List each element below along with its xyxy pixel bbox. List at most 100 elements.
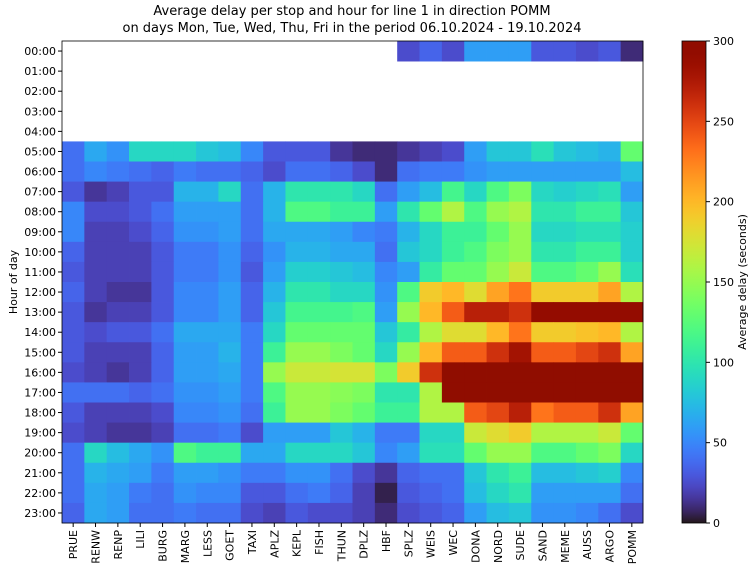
heatmap-cell <box>397 41 420 62</box>
heatmap-cell <box>307 261 331 283</box>
heatmap-cell <box>129 362 152 383</box>
heatmap-cell <box>598 482 622 504</box>
y-tick-label: 04:00 <box>24 125 56 138</box>
heatmap-cell <box>352 402 376 423</box>
heatmap-cell <box>62 382 85 403</box>
heatmap-cell <box>129 221 152 243</box>
heatmap-cell <box>531 502 555 524</box>
heatmap-cell <box>598 181 622 203</box>
heatmap-cell <box>531 462 555 484</box>
heatmap-cell <box>106 221 130 243</box>
heatmap-cell <box>240 221 264 243</box>
y-tick-label: 13:00 <box>24 306 56 319</box>
heatmap-cell <box>285 201 309 223</box>
heatmap-cell <box>173 141 197 162</box>
heatmap-cell <box>84 282 108 303</box>
heatmap-cell <box>464 342 487 363</box>
heatmap-cell <box>106 422 130 444</box>
heatmap-cell <box>129 241 152 263</box>
x-tick-label: GOET <box>224 530 237 561</box>
heatmap-cell <box>352 161 376 182</box>
heatmap-cell <box>419 322 443 343</box>
heatmap-cell <box>285 302 309 323</box>
heatmap-cell <box>553 181 577 203</box>
colorbar-tick-label: 250 <box>713 115 734 128</box>
heatmap-cell <box>263 161 286 182</box>
heatmap-cell <box>129 261 152 283</box>
heatmap-cell <box>575 442 599 464</box>
heatmap-cell <box>620 181 644 203</box>
heatmap-cell <box>374 141 398 162</box>
heatmap-cell <box>196 342 219 363</box>
heatmap-cell <box>240 201 264 223</box>
heatmap-cell <box>173 261 197 283</box>
heatmap-cell <box>307 482 331 504</box>
heatmap-cell <box>419 181 443 203</box>
heatmap-cell <box>106 502 130 524</box>
y-tick-label: 07:00 <box>24 186 56 199</box>
heatmap-cell <box>553 141 577 162</box>
heatmap-cell <box>240 181 264 203</box>
heatmap-cell <box>620 41 644 62</box>
chart-title: Average delay per stop and hour for line… <box>153 4 550 19</box>
heatmap-cell <box>84 422 108 444</box>
heatmap-cell <box>419 362 443 383</box>
x-tick-label: LESS <box>201 530 214 557</box>
x-tick-label: FISH <box>313 530 326 555</box>
heatmap-cell <box>553 502 577 524</box>
heatmap-cell <box>285 382 309 403</box>
heatmap-cell <box>196 422 219 444</box>
heatmap-cell <box>285 442 309 464</box>
heatmap-cell <box>531 342 555 363</box>
heatmap-cell <box>106 181 130 203</box>
heatmap-cell <box>173 502 197 524</box>
heatmap-cell <box>62 402 85 423</box>
heatmap-cell <box>240 161 264 182</box>
heatmap-cell <box>508 462 532 484</box>
heatmap-cell <box>397 282 420 303</box>
x-tick-label: DONA <box>469 530 482 563</box>
heatmap-cell <box>620 282 644 303</box>
heatmap-cell <box>218 342 242 363</box>
y-tick-label: 01:00 <box>24 65 56 78</box>
heatmap-cell <box>240 241 264 263</box>
heatmap-cell <box>196 221 219 243</box>
heatmap-cell <box>598 342 622 363</box>
heatmap-cell <box>330 362 353 383</box>
heatmap-cell <box>62 482 85 504</box>
chart-subtitle: on days Mon, Tue, Wed, Thu, Fri in the p… <box>122 21 581 36</box>
heatmap-cell <box>464 181 487 203</box>
heatmap-cell <box>106 402 130 423</box>
heatmap-cell <box>508 342 532 363</box>
colorbar-label: Average delay (seconds) <box>736 214 749 350</box>
heatmap-cell <box>419 382 443 403</box>
heatmap-cell <box>352 221 376 243</box>
heatmap-cell <box>441 482 465 504</box>
x-tick-label: RENP <box>112 530 125 560</box>
heatmap-cell <box>374 482 398 504</box>
heatmap-cell <box>330 201 353 223</box>
heatmap-cell <box>240 502 264 524</box>
heatmap-cell <box>598 282 622 303</box>
heatmap-cell <box>218 221 242 243</box>
heatmap-cell <box>129 141 152 162</box>
heatmap-cell <box>598 462 622 484</box>
y-tick-label: 17:00 <box>24 386 56 399</box>
heatmap-cell <box>218 482 242 504</box>
heatmap-cell <box>598 442 622 464</box>
y-tick-label: 00:00 <box>24 45 56 58</box>
heatmap-cell <box>575 201 599 223</box>
heatmap-cell <box>173 402 197 423</box>
heatmap-cell <box>285 362 309 383</box>
y-tick-label: 18:00 <box>24 407 56 420</box>
heatmap-cell <box>151 442 175 464</box>
heatmap-cell <box>151 302 175 323</box>
heatmap-cell <box>508 161 532 182</box>
heatmap-cell <box>218 302 242 323</box>
heatmap-cell <box>129 322 152 343</box>
heatmap-cell <box>285 241 309 263</box>
heatmap-cell <box>553 161 577 182</box>
heatmap-cell <box>441 442 465 464</box>
heatmap-cell <box>196 302 219 323</box>
heatmap-cell <box>151 201 175 223</box>
